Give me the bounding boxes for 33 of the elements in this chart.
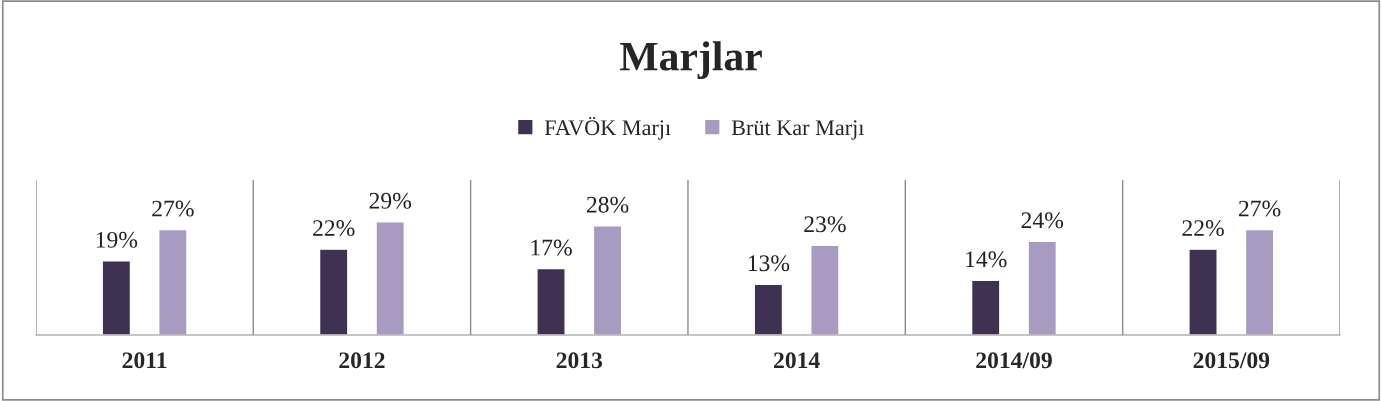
- bar: [1027, 240, 1058, 335]
- bar: [375, 221, 406, 335]
- bar: [101, 260, 132, 335]
- data-label: 28%: [586, 196, 629, 213]
- bar: [158, 228, 188, 335]
- x-tick-label: 2014: [774, 352, 820, 369]
- data-label: 29%: [369, 192, 412, 209]
- legend-label: FAVÖK Marjı: [544, 116, 671, 140]
- data-label: 23%: [804, 216, 846, 233]
- data-label: 22%: [1182, 220, 1224, 237]
- bar: [592, 225, 623, 335]
- x-tick-label: 2011: [122, 352, 167, 369]
- data-label: 27%: [152, 200, 194, 217]
- data-label: 22%: [313, 220, 355, 237]
- legend-label: Brüt Kar Marjı: [731, 120, 865, 140]
- bar: [1244, 228, 1275, 335]
- data-label: 27%: [1238, 200, 1281, 217]
- bar: [536, 267, 566, 335]
- data-label: 24%: [1021, 212, 1064, 229]
- chart-title: Marjlar: [619, 41, 762, 80]
- x-tick-label: 2014/09: [976, 352, 1052, 369]
- bar: [970, 279, 1001, 335]
- data-label: 17%: [531, 239, 572, 256]
- bar: [318, 248, 349, 335]
- x-tick-label: 2012: [339, 352, 385, 369]
- bar: [753, 283, 784, 335]
- x-tick-label: 2013: [556, 352, 603, 369]
- bar: [810, 244, 840, 335]
- x-tick-label: 2015/09: [1193, 352, 1270, 369]
- data-label: 14%: [966, 251, 1007, 268]
- data-label: 13%: [748, 255, 790, 272]
- data-label: 19%: [96, 231, 138, 248]
- bar: [1188, 248, 1218, 335]
